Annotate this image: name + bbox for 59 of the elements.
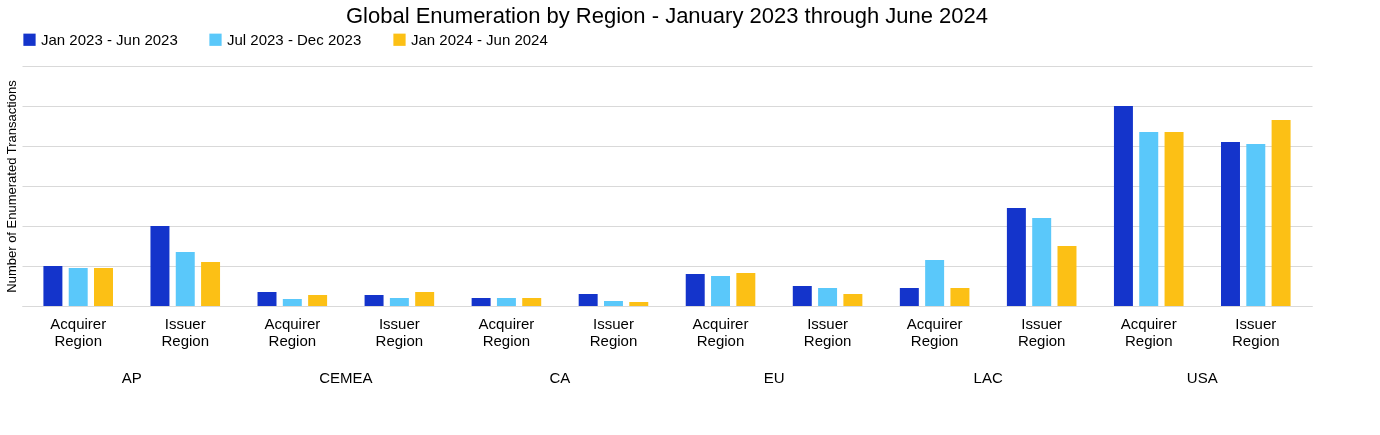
bar	[282, 299, 302, 306]
x-tick-label: Acquirer Region	[906, 314, 963, 349]
bar	[1271, 120, 1291, 306]
bar	[308, 295, 328, 306]
text: LAC	[973, 369, 1003, 386]
bar	[603, 301, 623, 306]
x-tick-label: Issuer Region	[161, 314, 210, 349]
x-tick-label: Acquirer Region	[692, 314, 749, 349]
bar	[1113, 106, 1133, 306]
bar	[471, 298, 491, 306]
bar	[818, 288, 838, 306]
y-axis-title: Number of Enumerated Transactions	[3, 79, 19, 293]
bar	[257, 292, 277, 306]
bar	[1032, 218, 1052, 306]
bar	[950, 288, 970, 306]
bar	[1246, 144, 1266, 306]
bar	[843, 294, 863, 306]
bar	[389, 298, 409, 306]
text: CEMEA	[319, 369, 373, 386]
bar	[925, 260, 945, 306]
bar	[175, 252, 195, 306]
bar	[792, 286, 812, 306]
x-tick-label: Issuer Region	[375, 314, 424, 349]
bar	[685, 274, 705, 306]
bar	[415, 292, 435, 306]
bar	[1221, 142, 1240, 306]
legend-label: Jan 2024 - Jun 2024	[411, 30, 548, 48]
bar	[1164, 132, 1184, 306]
x-tick-label: Issuer Region	[803, 314, 852, 349]
bar	[736, 273, 756, 306]
bar	[629, 302, 649, 306]
bar	[1139, 132, 1159, 306]
bar	[578, 294, 598, 306]
legend-label: Jan 2023 - Jun 2023	[41, 30, 178, 48]
bar	[150, 226, 170, 306]
legend-label: Jul 2023 - Dec 2023	[227, 30, 362, 48]
bar	[364, 295, 384, 306]
x-tick-label: Acquirer Region	[264, 314, 321, 349]
x-tick-label: Issuer Region	[1232, 314, 1280, 349]
bar	[522, 298, 542, 306]
bar	[1057, 246, 1077, 306]
bar	[94, 268, 113, 306]
text: CA	[549, 369, 571, 386]
text: USA	[1186, 369, 1218, 386]
bar	[43, 266, 63, 306]
x-tick-label: Acquirer Region	[50, 314, 107, 349]
x-tick-label: Issuer Region	[589, 314, 638, 349]
bar	[201, 262, 221, 306]
bar	[899, 288, 919, 306]
bar	[68, 268, 88, 306]
x-tick-label: Issuer Region	[1017, 314, 1066, 349]
x-tick-label: Acquirer Region	[478, 314, 535, 349]
x-tick-label: Acquirer Region	[1120, 314, 1177, 349]
bar	[1006, 208, 1026, 306]
bar	[711, 276, 731, 306]
bar	[496, 298, 516, 306]
text: AP	[121, 369, 142, 386]
chart-title: Global Enumeration by Region - January 2023 through June 2024	[345, 3, 989, 28]
text: EU	[763, 369, 785, 386]
